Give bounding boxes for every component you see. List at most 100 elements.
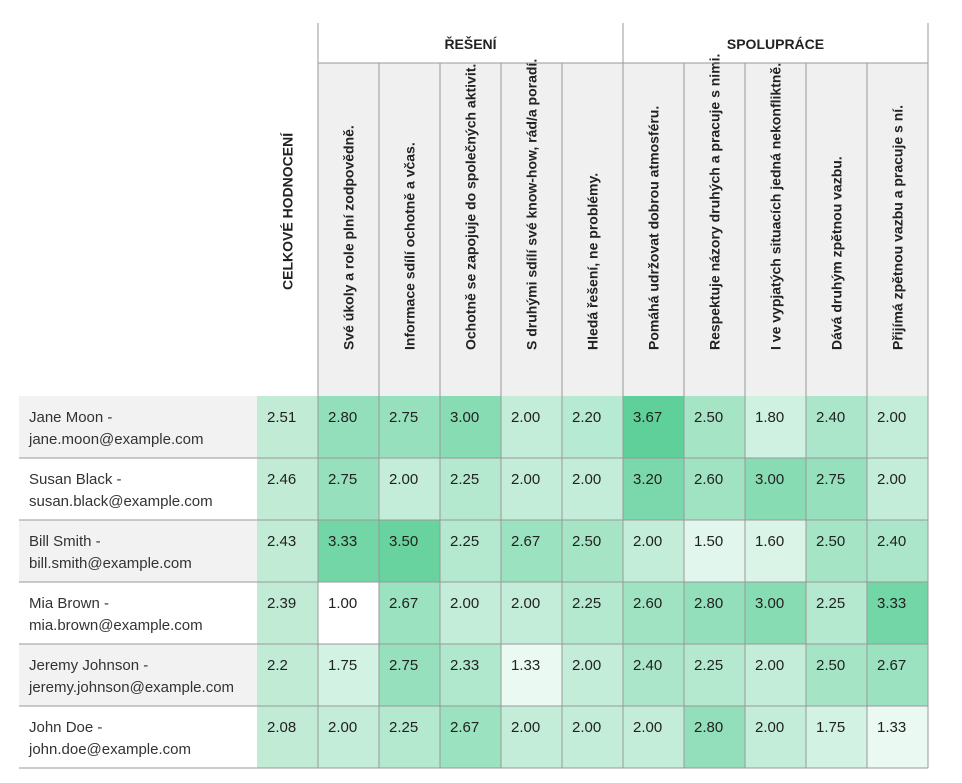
heatmap-cell (257, 706, 318, 768)
cell-value: 2.00 (572, 657, 601, 674)
heatmap-cell (257, 644, 318, 706)
heatmap-cell (623, 520, 684, 582)
heatmap-cell (440, 706, 501, 768)
heatmap-cell (623, 458, 684, 520)
cell-value: 2.50 (816, 533, 845, 550)
cell-value: 2.20 (572, 409, 601, 426)
heatmap-cell (562, 520, 623, 582)
cell-value: 2.67 (511, 533, 540, 550)
heatmap-cell (318, 644, 379, 706)
cell-value: 2.50 (572, 533, 601, 550)
heatmap-cell (501, 458, 562, 520)
cell-value: 3.00 (755, 471, 784, 488)
heatmap-cell (562, 582, 623, 644)
heatmap-cell (745, 520, 806, 582)
cell-value: 3.33 (328, 533, 357, 550)
cell-value: 2.2 (267, 657, 288, 674)
group-header-1: SPOLUPRÁCE (727, 36, 824, 52)
cell-value: 2.80 (328, 409, 357, 426)
cell-value: 3.50 (389, 533, 418, 550)
cell-value: 2.00 (877, 409, 906, 426)
heatmap-cell (501, 520, 562, 582)
column-header-label: Své úkoly a role plní zodpovědně. (341, 125, 357, 350)
heatmap-cell (806, 396, 867, 458)
column-header-label: Dává druhým zpětnou vazbu. (829, 156, 845, 350)
column-header-bg (440, 63, 501, 396)
cell-value: 1.80 (755, 409, 784, 426)
heatmap-cell (684, 458, 745, 520)
cell-value: 2.75 (389, 409, 418, 426)
cell-value: 3.00 (450, 409, 479, 426)
row-name: Susan Black - (29, 471, 122, 488)
heatmap-cell (745, 582, 806, 644)
cell-value: 1.33 (877, 719, 906, 736)
cell-value: 2.50 (694, 409, 723, 426)
heatmap-cell (562, 706, 623, 768)
heatmap-cell (806, 706, 867, 768)
heatmap-cell (379, 706, 440, 768)
cell-value: 2.80 (694, 719, 723, 736)
cell-value: 2.67 (450, 719, 479, 736)
heatmap-cell (867, 520, 928, 582)
column-header-label: Informace sdílí ochotně a včas. (402, 142, 418, 350)
heatmap-cell (806, 458, 867, 520)
cell-value: 2.08 (267, 719, 296, 736)
cell-value: 2.75 (816, 471, 845, 488)
column-header-label: Hledá řešení, ne problémy. (585, 173, 601, 350)
cell-value: 1.33 (511, 657, 540, 674)
cell-value: 2.00 (877, 471, 906, 488)
row-name: Bill Smith - (29, 533, 101, 550)
heatmap-cell (745, 396, 806, 458)
heatmap-cell (318, 520, 379, 582)
column-header-label: Přijímá zpětnou vazbu a pracuje s ní. (890, 105, 906, 350)
heatmap-cell (257, 520, 318, 582)
row-name: Jane Moon - (29, 409, 112, 426)
cell-value: 2.80 (694, 595, 723, 612)
heatmap-cell (379, 458, 440, 520)
column-header-bg (684, 63, 745, 396)
column-header-label: S druhými sdílí své know-how, rád/a pora… (524, 59, 540, 350)
cell-value: 2.00 (511, 719, 540, 736)
row-email: bill.smith@example.com (29, 555, 192, 572)
cell-value: 3.00 (755, 595, 784, 612)
column-header-bg (379, 63, 440, 396)
column-header-bg (806, 63, 867, 396)
cell-value: 2.00 (450, 595, 479, 612)
cell-value: 2.75 (328, 471, 357, 488)
heatmap-cell (257, 396, 318, 458)
heatmap-cell (562, 644, 623, 706)
heatmap-cell (318, 706, 379, 768)
cell-value: 2.25 (816, 595, 845, 612)
cell-value: 2.00 (511, 471, 540, 488)
cell-value: 2.00 (755, 719, 784, 736)
heatmap-cell (806, 644, 867, 706)
cell-value: 2.67 (389, 595, 418, 612)
column-header-bg (623, 63, 684, 396)
row-email: jane.moon@example.com (28, 431, 203, 448)
cell-value: 2.00 (633, 533, 662, 550)
cell-value: 2.00 (633, 719, 662, 736)
cell-value: 2.25 (450, 471, 479, 488)
column-header-bg (501, 63, 562, 396)
cell-value: 2.43 (267, 533, 296, 550)
heatmap-cell (318, 458, 379, 520)
heatmap-cell (867, 396, 928, 458)
row-band (19, 644, 257, 706)
heatmap-cell (806, 582, 867, 644)
cell-value: 1.50 (694, 533, 723, 550)
cell-value: 1.75 (328, 657, 357, 674)
cell-value: 3.33 (877, 595, 906, 612)
cell-value: 2.60 (694, 471, 723, 488)
heatmap-cell (379, 644, 440, 706)
cell-value: 2.39 (267, 595, 296, 612)
heatmap-cell (806, 520, 867, 582)
heatmap-cell (440, 644, 501, 706)
cell-value: 2.00 (572, 719, 601, 736)
heatmap-cell (623, 706, 684, 768)
cell-value: 2.40 (877, 533, 906, 550)
heatmap-cell (318, 582, 379, 644)
cell-value: 2.33 (450, 657, 479, 674)
cell-value: 2.00 (328, 719, 357, 736)
heatmap-cell (867, 582, 928, 644)
cell-value: 2.00 (511, 595, 540, 612)
